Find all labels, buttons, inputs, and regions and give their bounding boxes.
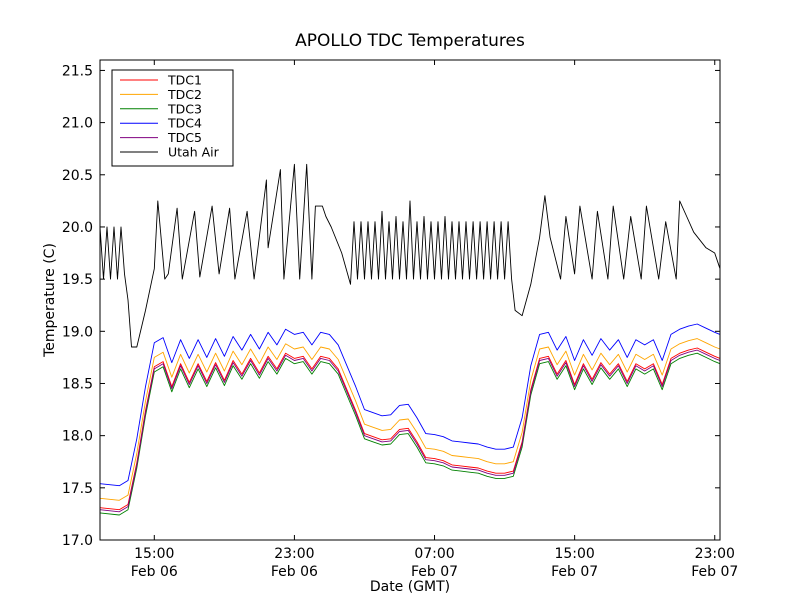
y-axis-label: Temperature (C): [42, 243, 58, 358]
legend-label: TDC4: [167, 116, 202, 131]
series-line-tdc3: [99, 352, 721, 516]
y-tick-label: 20.5: [62, 168, 93, 184]
legend-label: TDC3: [167, 101, 202, 116]
y-tick-label: 21.5: [62, 63, 93, 79]
x-tick-label-date: Feb 07: [551, 564, 598, 580]
y-tick-label: 19.0: [62, 324, 93, 340]
y-tick-label: 18.0: [62, 429, 93, 445]
series-line-tdc5: [99, 349, 721, 513]
x-tick-label-time: 23:00: [695, 546, 735, 562]
series-layer: [99, 163, 721, 516]
legend-label: TDC1: [167, 73, 202, 88]
x-tick-label-date: Feb 07: [691, 564, 738, 580]
y-tick-label: 19.5: [62, 272, 93, 288]
y-tick-label: 20.0: [62, 220, 93, 236]
series-line-utah-air: [99, 163, 721, 348]
plot-frame: [99, 59, 721, 541]
legend-label: TDC5: [167, 130, 202, 145]
series-line-tdc4: [99, 323, 721, 487]
x-tick-label-time: 23:00: [274, 546, 314, 562]
x-tick-label-time: 15:00: [554, 546, 594, 562]
axes: 17.0 17.5 18.0 18.5 19.0 19.5 20.0 20.5 21.0 21.5…: [62, 60, 738, 580]
y-tick-label: 18.5: [62, 376, 93, 392]
x-tick-label-time: 07:00: [414, 546, 454, 562]
legend-label: Utah Air: [168, 145, 220, 160]
y-tick-label: 17.0: [62, 533, 93, 549]
x-tick-label-date: Feb 06: [131, 564, 178, 580]
series-line-tdc2: [99, 338, 721, 501]
chart-title: APOLLO TDC Temperatures: [295, 31, 525, 51]
legend-label: TDC2: [167, 87, 202, 102]
x-tick-label-date: Feb 06: [271, 564, 318, 580]
y-tick-label: 21.0: [62, 116, 93, 132]
legend-box: [111, 69, 234, 167]
series-line-tdc1: [99, 347, 721, 511]
x-axis-label: Date (GMT): [370, 579, 450, 595]
x-tick-label-time: 15:00: [134, 546, 174, 562]
y-tick-label: 17.5: [62, 481, 93, 497]
x-tick-label-date: Feb 07: [411, 564, 458, 580]
